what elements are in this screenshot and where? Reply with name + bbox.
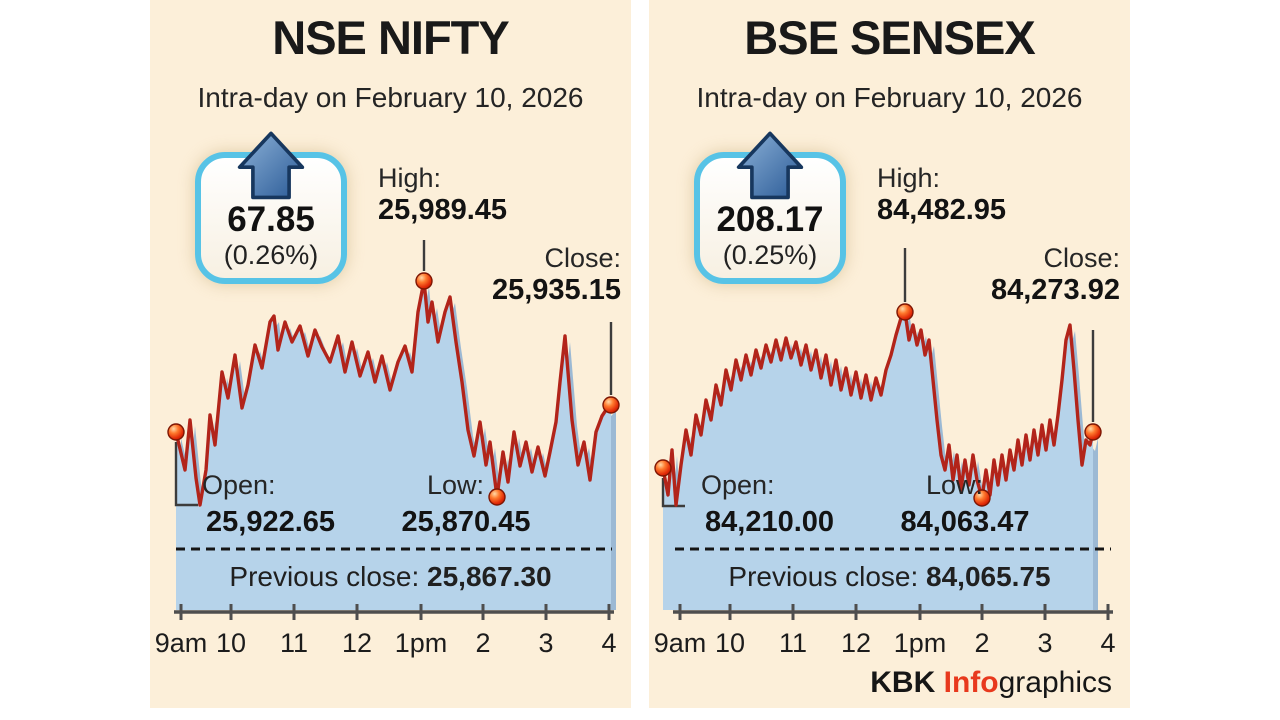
previous-close-value: 84,065.75 [926,561,1051,592]
low-label: Low: [426,470,484,500]
close-value: 84,273.92 [990,274,1120,306]
change-percent: (0.25%) [722,240,818,270]
page-title: BSE SENSEX [744,11,1035,64]
low-label: Low: [925,470,983,500]
close-callout: Close: 84,273.92 [991,243,1120,307]
svg-text:10: 10 [216,628,246,658]
high-callout: High: 25,989.45 [378,163,507,227]
page-title: NSE NIFTY [272,11,509,64]
up-arrow-icon [736,131,804,200]
svg-text:1pm: 1pm [395,628,448,658]
svg-text:9am: 9am [155,628,208,658]
chart-subtitle: Intra-day on February 10, 2026 [197,82,584,113]
up-arrow-icon [237,131,305,200]
sensex-intraday-chart: 9am 10 11 12 1pm 2 3 4 [654,248,1116,658]
panel-nifty: 9am 10 11 12 1pm 2 3 4 NSE NIFTY Intra-day on F… [150,0,631,708]
svg-text:4: 4 [1100,628,1115,658]
kbk-text: KBK [870,666,944,699]
svg-text:1pm: 1pm [894,628,947,658]
low-value: 25,870.45 [401,506,531,538]
change-value: 67.85 [227,200,315,239]
change-percent: (0.26%) [223,240,319,270]
info-text: Info [943,666,999,699]
previous-close-value: 25,867.30 [427,561,552,592]
panel-sensex: 9am 10 11 12 1pm 2 3 4 BSE SENSEX Intra-day on … [649,0,1130,708]
previous-close-label: Previous close: [229,561,428,592]
previous-close-label: Previous close: [728,561,927,592]
previous-close-row: Previous close: 84,065.75 [649,561,1130,593]
svg-text:11: 11 [280,628,308,658]
svg-text:3: 3 [538,628,553,658]
svg-text:4: 4 [601,628,616,658]
svg-text:12: 12 [342,628,372,658]
nifty-intraday-chart: 9am 10 11 12 1pm 2 3 4 [155,240,620,658]
high-label: High: [877,163,941,193]
svg-text:3: 3 [1037,628,1052,658]
previous-close-row: Previous close: 25,867.30 [150,561,631,593]
open-value: 84,210.00 [705,506,835,538]
change-badge: 67.85 (0.26%) [195,131,347,284]
svg-text:2: 2 [475,628,490,658]
close-value: 25,935.15 [491,274,621,306]
high-value: 84,482.95 [877,194,1007,226]
chart-subtitle: Intra-day on February 10, 2026 [696,82,1083,113]
svg-text:11: 11 [779,628,807,658]
close-label: Close: [1043,243,1120,273]
svg-text:9am: 9am [654,628,707,658]
open-label: Open: [701,470,775,500]
graphics-text: graphics [998,666,1112,699]
close-label: Close: [544,243,621,273]
high-label: High: [378,163,442,193]
footer-credit: KBK Infographics [870,666,1112,700]
open-label: Open: [202,470,276,500]
svg-text:10: 10 [715,628,745,658]
open-value: 25,922.65 [206,506,336,538]
high-callout: High: 84,482.95 [877,163,1006,227]
change-value: 208.17 [716,200,824,239]
close-callout: Close: 25,935.15 [492,243,621,307]
svg-text:12: 12 [841,628,871,658]
change-badge: 208.17 (0.25%) [694,131,846,284]
high-value: 25,989.45 [378,194,508,226]
low-value: 84,063.47 [900,506,1030,538]
svg-text:2: 2 [974,628,989,658]
